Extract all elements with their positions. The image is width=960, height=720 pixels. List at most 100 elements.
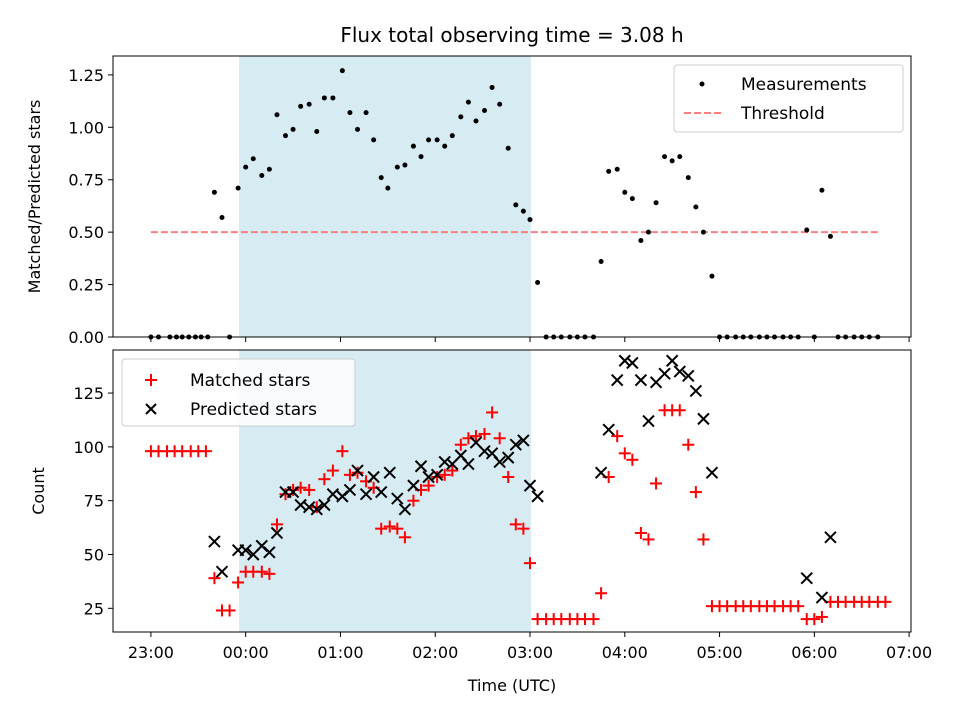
predicted-point-56: [800, 571, 813, 585]
predicted-point-20: [375, 485, 388, 499]
measurement-point-87: [827, 233, 833, 239]
matched-point-31: [391, 522, 404, 535]
x-tick-label-4: 03:00: [507, 643, 553, 662]
measurement-point-15: [259, 173, 265, 179]
predicted-point-22: [391, 492, 404, 505]
measurement-point-17: [274, 112, 280, 118]
matched-point-20: [303, 483, 316, 496]
counts-y-ticks: 25 50 75 100 125: [73, 384, 113, 618]
measurement-point-60: [614, 166, 620, 172]
ratio-legend-box: [673, 64, 904, 133]
predicted-point-47: [642, 414, 655, 428]
counts-legend-box: [121, 358, 356, 427]
matched-point-15: [263, 567, 276, 580]
matched-point-60: [618, 447, 631, 460]
legend-predicted-marker: [145, 403, 157, 415]
matched-point-61: [626, 453, 639, 466]
measurement-point-35: [418, 154, 424, 160]
matched-point-23: [326, 464, 339, 477]
measurement-point-40: [458, 114, 464, 120]
matched-point-18: [287, 483, 300, 496]
measurement-point-22: [314, 128, 320, 134]
matched-point-29: [375, 522, 388, 535]
measurement-point-58: [598, 259, 604, 265]
chart-title: Flux total observing time = 3.08 h: [340, 23, 683, 47]
measurement-point-32: [394, 164, 400, 170]
measurement-point-69: [685, 175, 691, 181]
predicted-point-46: [634, 373, 648, 387]
counts-axes-frame: [112, 349, 912, 633]
measurement-point-20: [298, 103, 304, 109]
measurement-point-47: [513, 202, 519, 208]
ratio-ytick-label-3: 0.75: [68, 171, 104, 190]
ratio-panel: 0.00 0.25 0.50 0.75 1.00 1.25 Matched/Predict…: [25, 55, 912, 347]
measurement-point-25: [339, 68, 345, 74]
measurement-point-38: [442, 143, 448, 149]
matched-point-43: [486, 406, 499, 419]
counts-x-ticks: 23:00 00:00 01:00 02:00 03:00 04:00 05:00 06:00…: [128, 632, 932, 662]
matched-point-59: [611, 430, 624, 443]
measurement-point-39: [449, 133, 455, 139]
predicted-point-19: [367, 470, 380, 484]
predicted-point-42: [602, 423, 615, 436]
measurement-point-46: [505, 145, 511, 151]
matched-point-57: [595, 587, 608, 600]
measurement-point-26: [347, 110, 353, 116]
matched-point-67: [673, 404, 686, 417]
measurement-point-16: [266, 166, 272, 172]
counts-ytick-label-3: 100: [73, 438, 104, 457]
matched-point-45: [502, 471, 515, 484]
measurement-point-65: [653, 200, 659, 206]
ratio-ytick-label-4: 1.00: [68, 118, 104, 137]
x-tick-label-1: 00:00: [223, 643, 269, 662]
predicted-point-52: [682, 369, 695, 383]
measurement-point-66: [662, 154, 668, 160]
measurement-point-21: [306, 101, 312, 107]
predicted-point-0: [208, 535, 221, 548]
ratio-x-ticks: [150, 337, 910, 342]
counts-ytick-label-2: 75: [84, 492, 104, 511]
predicted-point-28: [438, 455, 451, 469]
predicted-point-23: [398, 503, 412, 516]
matched-point-37: [438, 468, 451, 481]
predicted-point-35: [493, 455, 506, 469]
measurement-point-50: [535, 279, 541, 285]
predicted-point-18: [359, 488, 373, 501]
ratio-shaded-span: [239, 56, 531, 337]
counts-y-axis-label: Count: [29, 467, 48, 515]
matched-point-84: [808, 613, 821, 626]
predicted-point-54: [697, 412, 710, 426]
measurement-point-23: [321, 95, 327, 101]
predicted-point-49: [658, 367, 671, 380]
matched-point-17: [279, 488, 292, 501]
counts-ytick-label-4: 125: [73, 384, 104, 403]
measurement-point-67: [669, 158, 675, 164]
legend-measurements-label: Measurements: [741, 75, 867, 95]
predicted-point-7: [270, 526, 284, 540]
ratio-axes-frame: [112, 55, 912, 338]
predicted-point-38: [517, 434, 530, 447]
matched-point-22: [318, 473, 331, 486]
ratio-ytick-label-2: 0.50: [68, 223, 104, 242]
matched-point-44: [493, 432, 506, 445]
measurement-point-10: [219, 214, 225, 220]
ratio-span-rect: [239, 56, 531, 337]
predicted-point-53: [689, 384, 703, 398]
matched-point-21: [310, 501, 323, 514]
measurement-point-12: [235, 185, 241, 191]
measurement-point-61: [622, 189, 628, 195]
predicted-point-41: [594, 466, 608, 479]
measurement-point-34: [410, 143, 416, 149]
matched-point-38: [446, 464, 459, 477]
legend-measurements-marker: [699, 81, 705, 87]
measurement-point-37: [434, 137, 440, 143]
counts-ytick-label-1: 50: [84, 546, 104, 565]
predicted-point-11: [302, 500, 316, 514]
matched-point-85: [815, 610, 828, 623]
matched-point-33: [407, 494, 420, 507]
measurement-point-41: [465, 99, 471, 105]
counts-legend: Matched stars Predicted stars: [121, 358, 356, 427]
matched-point-16: [270, 518, 283, 531]
predicted-point-16: [343, 483, 357, 497]
